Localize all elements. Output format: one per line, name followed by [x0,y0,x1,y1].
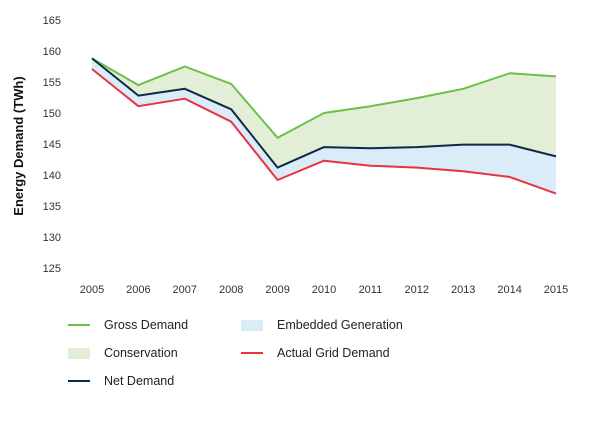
legend-item-gross-demand: Gross Demand [68,318,188,332]
x-tick-label: 2014 [497,284,521,296]
y-axis-ticks: 125 130 135 140 145 150 155 160 165 [43,15,61,275]
legend-label-actual-grid-demand: Actual Grid Demand [277,346,390,360]
x-tick-label: 2007 [173,284,197,296]
y-tick-label: 140 [43,170,61,182]
y-tick-label: 130 [43,232,61,244]
y-tick-label: 145 [43,139,61,151]
legend-item-embedded-generation: Embedded Generation [241,318,403,332]
legend-item-conservation: Conservation [68,346,178,360]
legend-item-actual-grid-demand: Actual Grid Demand [241,346,390,360]
legend-swatch-conservation [68,347,90,359]
x-tick-label: 2008 [219,284,243,296]
y-tick-label: 125 [43,263,61,275]
x-axis-ticks: 2005 2006 2007 2008 2009 2010 2011 2012 2013 2014… [80,284,568,296]
series-line-net-demand [91,57,557,169]
y-axis-label: Energy Demand (TWh) [11,76,26,215]
legend-swatch-gross-demand [68,324,90,326]
line-layer [91,57,557,195]
chart-legend: Gross Demand Embedded Generation Conserv… [68,318,538,418]
legend-label-net-demand: Net Demand [104,374,175,388]
legend-swatch-actual-grid-demand [241,352,263,354]
x-tick-label: 2006 [126,284,150,296]
legend-label-conservation: Conservation [104,346,178,360]
series-line-gross-demand [91,57,557,139]
legend-swatch-embedded-generation [241,319,263,331]
legend-label-gross-demand: Gross Demand [104,318,189,332]
y-tick-label: 165 [43,15,61,27]
legend-label-embedded-generation: Embedded Generation [277,318,403,332]
area-embedded-generation [92,58,556,194]
series-line-actual-grid-demand [91,68,557,195]
x-tick-label: 2010 [312,284,336,296]
x-tick-label: 2012 [405,284,429,296]
legend-swatch-net-demand [68,380,90,382]
y-tick-label: 135 [43,201,61,213]
x-tick-label: 2005 [80,284,104,296]
x-tick-label: 2009 [265,284,289,296]
legend-item-net-demand: Net Demand [68,374,174,388]
y-tick-label: 160 [43,46,61,58]
x-tick-label: 2015 [544,284,568,296]
y-tick-label: 155 [43,77,61,89]
y-tick-label: 150 [43,108,61,120]
x-tick-label: 2011 [359,284,383,296]
x-tick-label: 2013 [451,284,475,296]
